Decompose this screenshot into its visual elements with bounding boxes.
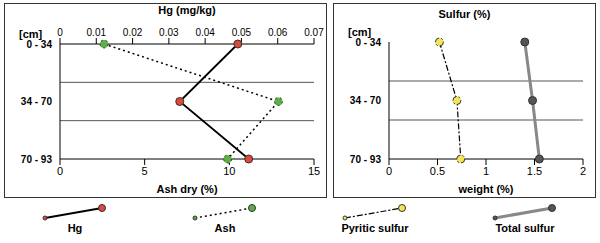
svg-text:34 - 70: 34 - 70 [350, 95, 382, 106]
html-text:Hg: Hg [67, 222, 83, 234]
html-text:[cm]: [cm] [348, 26, 372, 38]
svg-text:0: 0 [386, 165, 392, 177]
svg-text:0.04: 0.04 [195, 27, 215, 38]
svg-text:0.02: 0.02 [123, 27, 143, 38]
svg-text:0: 0 [57, 27, 63, 38]
html-text:[cm]: [cm] [19, 28, 43, 40]
svg-text:1: 1 [483, 165, 489, 177]
svg-text:0.01: 0.01 [87, 27, 107, 38]
svg-text:0.03: 0.03 [159, 27, 179, 38]
svg-text:weight (%): weight (%) [458, 183, 514, 195]
svg-text:2: 2 [580, 165, 586, 177]
html-text:Ash: Ash [214, 222, 236, 234]
svg-text:Hg (mg/kg): Hg (mg/kg) [158, 4, 216, 16]
svg-text:0.06: 0.06 [268, 27, 288, 38]
svg-text:15: 15 [308, 165, 320, 177]
svg-text:0.07: 0.07 [304, 27, 324, 38]
html-text:Sulfur (%): Sulfur (%) [438, 8, 491, 20]
svg-text:0: 0 [57, 165, 63, 177]
svg-text:70 - 93: 70 - 93 [350, 154, 382, 165]
svg-text:0.05: 0.05 [232, 27, 252, 38]
svg-text:70 - 93: 70 - 93 [21, 154, 53, 165]
html-text:Pyritic sulfur: Pyritic sulfur [341, 222, 409, 234]
svg-text:0 - 34: 0 - 34 [26, 39, 52, 50]
svg-text:Ash dry (%): Ash dry (%) [156, 183, 217, 195]
svg-text:10: 10 [223, 165, 235, 177]
svg-text:34 - 70: 34 - 70 [21, 96, 53, 107]
html-text:Total sulfur: Total sulfur [495, 222, 555, 234]
svg-text:0 - 34: 0 - 34 [355, 37, 381, 48]
svg-text:1.5: 1.5 [527, 165, 542, 177]
svg-text:5: 5 [142, 165, 148, 177]
svg-text:0.5: 0.5 [430, 165, 445, 177]
